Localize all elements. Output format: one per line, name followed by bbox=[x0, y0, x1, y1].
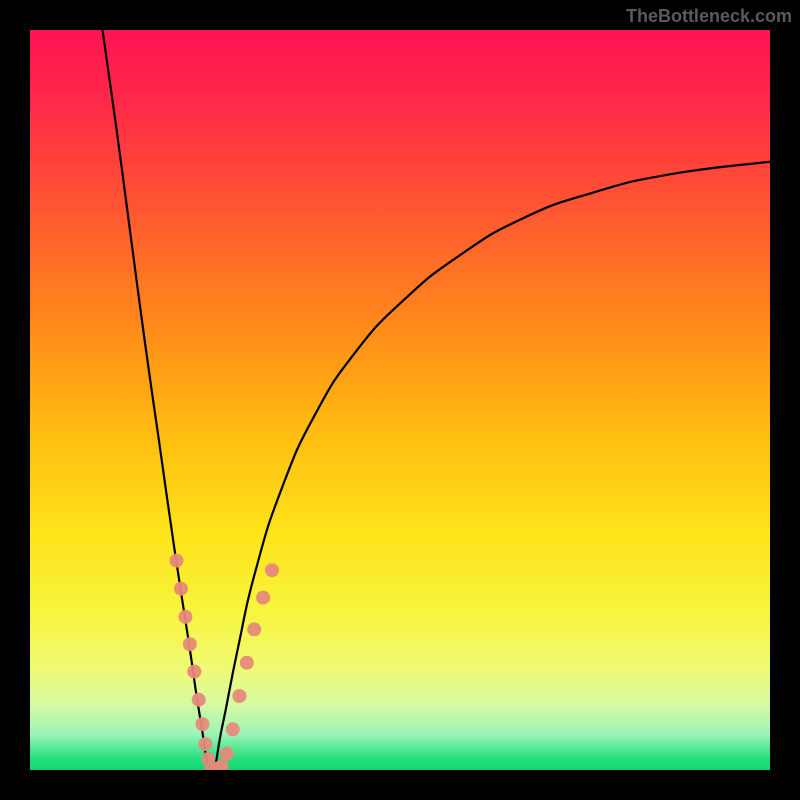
watermark-text: TheBottleneck.com bbox=[626, 6, 792, 27]
marker-point bbox=[265, 563, 279, 577]
bottleneck-curve bbox=[103, 30, 770, 770]
marker-point bbox=[256, 591, 270, 605]
marker-point bbox=[178, 610, 192, 624]
chart-frame: TheBottleneck.com bbox=[0, 0, 800, 800]
marker-point bbox=[220, 747, 234, 761]
marker-point bbox=[195, 717, 209, 731]
marker-point bbox=[226, 722, 240, 736]
plot-area bbox=[30, 30, 770, 770]
curve-layer bbox=[30, 30, 770, 770]
marker-point bbox=[192, 693, 206, 707]
marker-point bbox=[240, 656, 254, 670]
marker-point bbox=[232, 689, 246, 703]
marker-point bbox=[174, 582, 188, 596]
marker-point bbox=[187, 665, 201, 679]
marker-point bbox=[198, 737, 212, 751]
marker-point bbox=[170, 554, 184, 568]
marker-point bbox=[183, 637, 197, 651]
marker-point bbox=[247, 622, 261, 636]
marker-group bbox=[170, 554, 279, 770]
